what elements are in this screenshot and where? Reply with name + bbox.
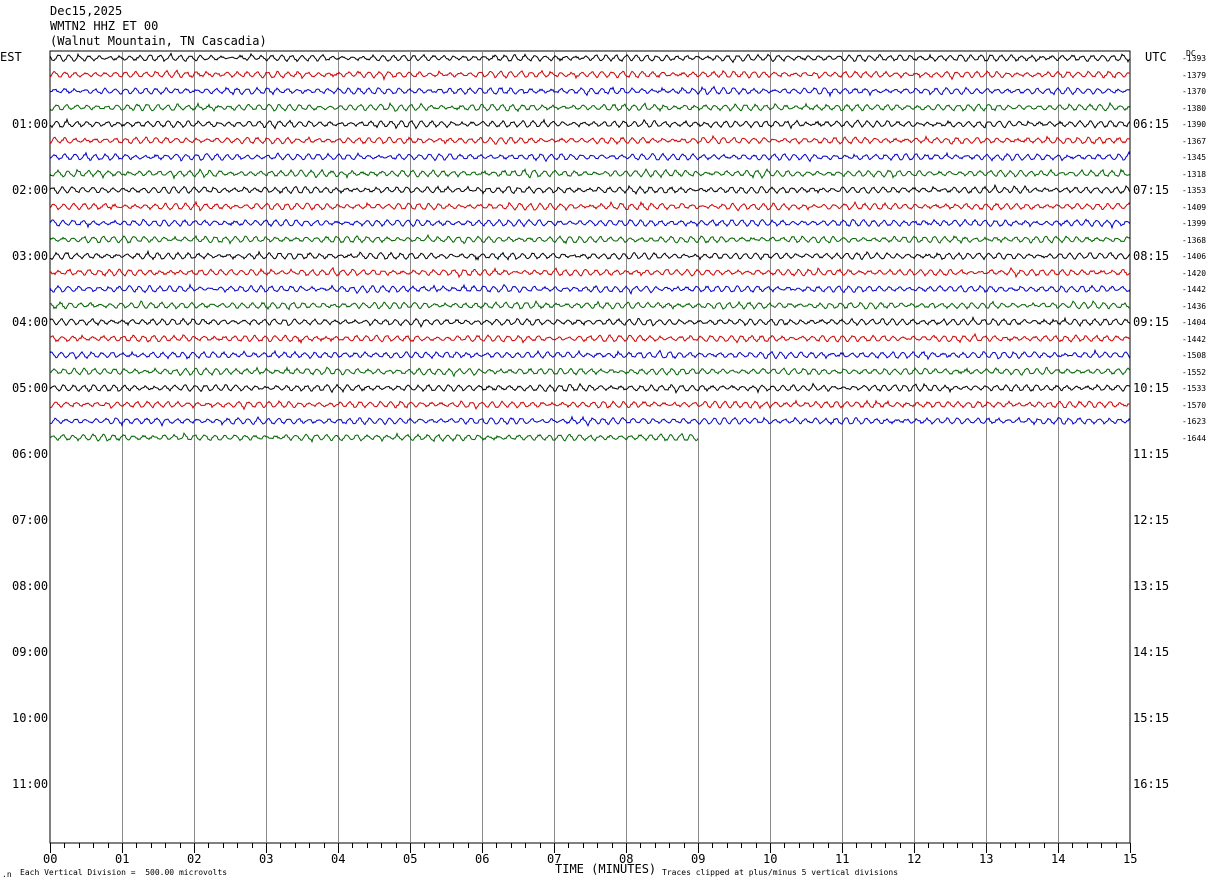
left-hour-label: 06:00 — [12, 447, 49, 461]
seismic-trace — [49, 366, 1131, 378]
seismic-trace — [49, 233, 1131, 245]
scale-note: Each Vertical Division = 500.00 microvol… — [20, 868, 228, 877]
dc-offset-label: -1367 — [1182, 136, 1207, 146]
seismic-trace — [49, 218, 1131, 230]
right-timezone-label: UTC — [1145, 50, 1167, 64]
seismic-trace — [49, 101, 1131, 113]
dc-offset-label: -1442 — [1182, 334, 1207, 344]
dc-offset-label: -1345 — [1182, 153, 1207, 162]
dc-offset-label: -1533 — [1182, 384, 1207, 393]
seismic-trace — [49, 200, 1131, 212]
seismic-trace — [49, 382, 1131, 394]
seismic-trace — [49, 300, 1131, 311]
x-tick-label: 08 — [619, 852, 634, 866]
dc-offset-label: -1552 — [1182, 367, 1207, 377]
dc-offset-label: -1570 — [1182, 400, 1207, 410]
seismic-trace — [49, 134, 1131, 146]
clip-note: Traces clipped at plus/minus 5 vertical … — [662, 868, 899, 877]
dc-offset-label: -1436 — [1182, 301, 1207, 311]
x-tick-label: 04 — [331, 852, 346, 866]
right-hour-label: 10:15 — [1133, 381, 1170, 395]
seismic-trace — [49, 315, 1131, 329]
seismic-trace — [49, 69, 1130, 82]
x-tick-label: 15 — [1123, 852, 1138, 866]
dc-offset-label: -1380 — [1182, 103, 1207, 113]
dc-offset-label: -1368 — [1182, 235, 1207, 245]
seismic-trace — [49, 150, 1131, 163]
x-tick-label: 06 — [475, 852, 490, 866]
seismic-trace — [49, 431, 699, 444]
seismic-trace — [49, 117, 1131, 130]
right-hour-label: 06:15 — [1133, 117, 1170, 131]
x-tick-label: 11 — [835, 852, 850, 866]
x-tick-label: 03 — [259, 852, 274, 866]
left-hour-label: 11:00 — [12, 777, 49, 791]
left-hour-label: 09:00 — [12, 645, 49, 659]
x-tick-label: 12 — [907, 852, 922, 866]
seismic-trace — [49, 283, 1131, 295]
left-hour-label: 05:00 — [12, 381, 49, 395]
dc-offset-label: -1404 — [1182, 318, 1207, 327]
left-hour-label: 07:00 — [12, 513, 49, 527]
x-tick-label: 07 — [547, 852, 562, 866]
right-hour-label: 12:15 — [1133, 513, 1170, 527]
seismic-trace — [49, 415, 1131, 428]
seismic-trace — [49, 52, 1131, 64]
dc-offset-label: -1370 — [1182, 87, 1207, 96]
header-station: WMTN2 HHZ ET 00 — [50, 19, 159, 33]
x-tick-label: 14 — [1051, 852, 1066, 866]
plot-frame — [49, 50, 1131, 844]
header-location: (Walnut Mountain, TN Cascadia) — [50, 34, 267, 48]
left-hour-label: 04:00 — [12, 315, 49, 329]
left-hour-label: 10:00 — [12, 711, 49, 725]
x-tick-label: 05 — [403, 852, 418, 866]
dc-offset-label: -1318 — [1182, 169, 1207, 179]
left-timezone-label: EST — [0, 50, 22, 64]
dc-offset-label: -1420 — [1182, 268, 1207, 278]
right-hour-label: 14:15 — [1133, 645, 1170, 659]
seismic-trace — [49, 399, 1131, 411]
right-hour-label: 15:15 — [1133, 711, 1170, 725]
dc-offset-label: -1390 — [1182, 120, 1207, 129]
right-hour-label: 09:15 — [1133, 315, 1170, 329]
dc-offset-label: -1406 — [1182, 252, 1207, 261]
x-tick-label: 01 — [115, 852, 130, 866]
seismic-trace — [49, 348, 1131, 361]
corner-mark: .n — [2, 870, 12, 879]
seismic-trace — [49, 332, 1130, 345]
right-hour-label: 16:15 — [1133, 777, 1170, 791]
dc-offset-label: -1442 — [1182, 285, 1207, 294]
seismic-trace — [49, 167, 1131, 180]
right-hour-label: 13:15 — [1133, 579, 1170, 593]
seismic-trace — [49, 183, 1131, 195]
dc-offset-label: -1623 — [1182, 417, 1207, 426]
dc-offset-label: -1508 — [1182, 351, 1207, 360]
x-tick-label: 09 — [691, 852, 706, 866]
left-hour-label: 02:00 — [12, 183, 49, 197]
seismic-trace — [49, 266, 1131, 279]
seismic-trace — [49, 249, 1131, 261]
dc-offset-label: -1399 — [1182, 219, 1207, 228]
right-hour-label: 07:15 — [1133, 183, 1170, 197]
x-tick-label: 10 — [763, 852, 778, 866]
x-tick-label: 13 — [979, 852, 994, 866]
header-date: Dec15,2025 — [50, 4, 123, 18]
dc-label: DC — [1186, 49, 1196, 58]
dc-offset-label: -1644 — [1182, 433, 1207, 443]
dc-offset-label: -1379 — [1182, 70, 1207, 80]
left-hour-label: 03:00 — [12, 249, 49, 263]
x-tick-label: 00 — [43, 852, 58, 866]
left-hour-label: 08:00 — [12, 579, 49, 593]
right-hour-label: 11:15 — [1133, 447, 1170, 461]
x-tick-label: 02 — [187, 852, 202, 866]
seismic-trace — [49, 85, 1131, 98]
x-axis-label: TIME (MINUTES) — [555, 862, 657, 876]
left-hour-label: 01:00 — [12, 117, 49, 131]
dc-offset-label: -1393 — [1182, 54, 1207, 63]
dc-offset-label: -1409 — [1182, 202, 1207, 212]
right-hour-label: 08:15 — [1133, 249, 1170, 263]
dc-offset-label: -1353 — [1182, 186, 1207, 195]
